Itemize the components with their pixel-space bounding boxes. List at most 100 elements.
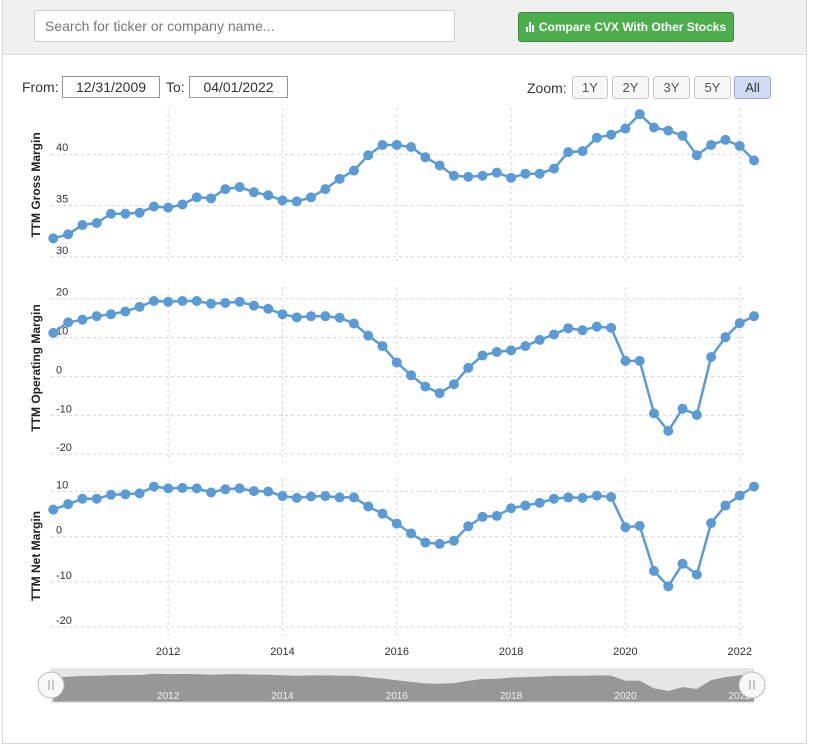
data-point	[477, 350, 488, 361]
y-tick-label: -10	[56, 570, 72, 582]
data-point	[234, 182, 245, 193]
data-point	[734, 318, 745, 329]
zoom-5y-button[interactable]: 5Y	[694, 76, 731, 99]
data-point	[677, 558, 688, 569]
y-axis-label: TTM Net Margin	[29, 511, 43, 601]
series-line	[52, 299, 755, 434]
x-tick-label: 2020	[613, 646, 637, 658]
data-point	[534, 497, 545, 508]
data-point	[520, 341, 531, 352]
data-point	[448, 379, 459, 390]
data-point	[477, 170, 488, 181]
navigator-left-handle[interactable]	[37, 671, 65, 699]
data-point	[420, 152, 431, 163]
data-point	[734, 490, 745, 501]
navigator-series	[53, 673, 755, 702]
data-point	[548, 493, 559, 504]
data-point	[48, 327, 59, 338]
data-point	[191, 296, 202, 306]
data-point	[177, 296, 188, 306]
data-point	[106, 489, 117, 500]
data-point	[220, 484, 231, 495]
data-point	[148, 296, 159, 306]
data-point	[377, 508, 388, 519]
data-point	[206, 298, 217, 309]
data-point	[263, 303, 274, 314]
toolbar: Compare CVX With Other Stocks	[3, 0, 806, 55]
y-tick-label: 40	[56, 142, 68, 154]
data-point	[420, 381, 431, 392]
data-point	[634, 109, 645, 120]
data-point	[520, 500, 531, 511]
y-tick-label: -10	[56, 403, 72, 415]
data-point	[420, 537, 431, 548]
data-point	[691, 569, 702, 580]
x-tick-label: 2012	[156, 646, 180, 658]
data-point	[377, 341, 388, 352]
data-point	[663, 125, 674, 136]
from-date-input[interactable]: 12/31/2009	[62, 76, 160, 98]
data-point	[577, 146, 588, 157]
data-point	[648, 408, 659, 419]
data-point	[391, 518, 402, 529]
data-point	[77, 220, 88, 231]
data-point	[277, 309, 288, 320]
search-input[interactable]	[34, 10, 455, 42]
x-tick-label: 2022	[727, 646, 751, 658]
data-point	[563, 492, 574, 503]
data-point	[434, 388, 445, 399]
data-point	[206, 193, 217, 204]
data-point	[448, 535, 459, 546]
data-point	[334, 312, 345, 323]
data-point	[291, 196, 302, 207]
data-point	[106, 309, 117, 320]
y-tick-label: 30	[56, 245, 68, 257]
data-point	[163, 296, 174, 307]
x-tick-label: 2016	[385, 646, 409, 658]
data-point	[648, 565, 659, 576]
compare-button-label: Compare CVX With Other Stocks	[538, 20, 727, 34]
y-tick-label: -20	[56, 442, 72, 454]
zoom-1y-button[interactable]: 1Y	[572, 76, 608, 99]
data-point	[363, 501, 374, 512]
data-point	[348, 492, 359, 503]
data-point	[320, 311, 331, 322]
data-point	[577, 492, 588, 503]
data-point	[677, 403, 688, 414]
data-point	[177, 199, 188, 210]
zoom-3y-button[interactable]: 3Y	[653, 76, 690, 99]
data-point	[706, 139, 717, 150]
zoom-2y-button[interactable]: 2Y	[612, 76, 649, 99]
data-point	[663, 425, 674, 436]
data-point	[177, 482, 188, 493]
data-point	[749, 155, 759, 166]
data-point	[277, 195, 288, 206]
data-point	[334, 492, 345, 503]
data-point	[620, 522, 631, 533]
data-point	[677, 130, 688, 141]
data-point	[63, 229, 74, 240]
data-point	[220, 297, 231, 308]
data-point	[48, 504, 59, 515]
data-point	[63, 499, 74, 510]
navigator-tick-label: 2018	[500, 691, 523, 702]
data-point	[391, 357, 402, 368]
navigator-right-handle[interactable]	[738, 671, 766, 699]
data-point	[191, 483, 202, 494]
data-point	[163, 202, 174, 213]
to-date-input[interactable]: 04/01/2022	[189, 76, 288, 98]
data-point	[506, 345, 517, 356]
data-point	[591, 490, 602, 501]
data-point	[306, 192, 317, 203]
data-point	[77, 493, 88, 504]
zoom-all-button[interactable]: All	[734, 76, 771, 99]
data-point	[63, 317, 74, 328]
data-point	[220, 184, 231, 195]
data-point	[391, 139, 402, 150]
y-tick-label: -20	[56, 615, 72, 627]
compare-button[interactable]: Compare CVX With Other Stocks	[518, 12, 734, 42]
data-point	[520, 168, 531, 179]
data-point	[91, 493, 102, 504]
navigator-tick-label: 2012	[157, 691, 180, 702]
y-axis-label: TTM Operating Margin	[29, 304, 43, 431]
